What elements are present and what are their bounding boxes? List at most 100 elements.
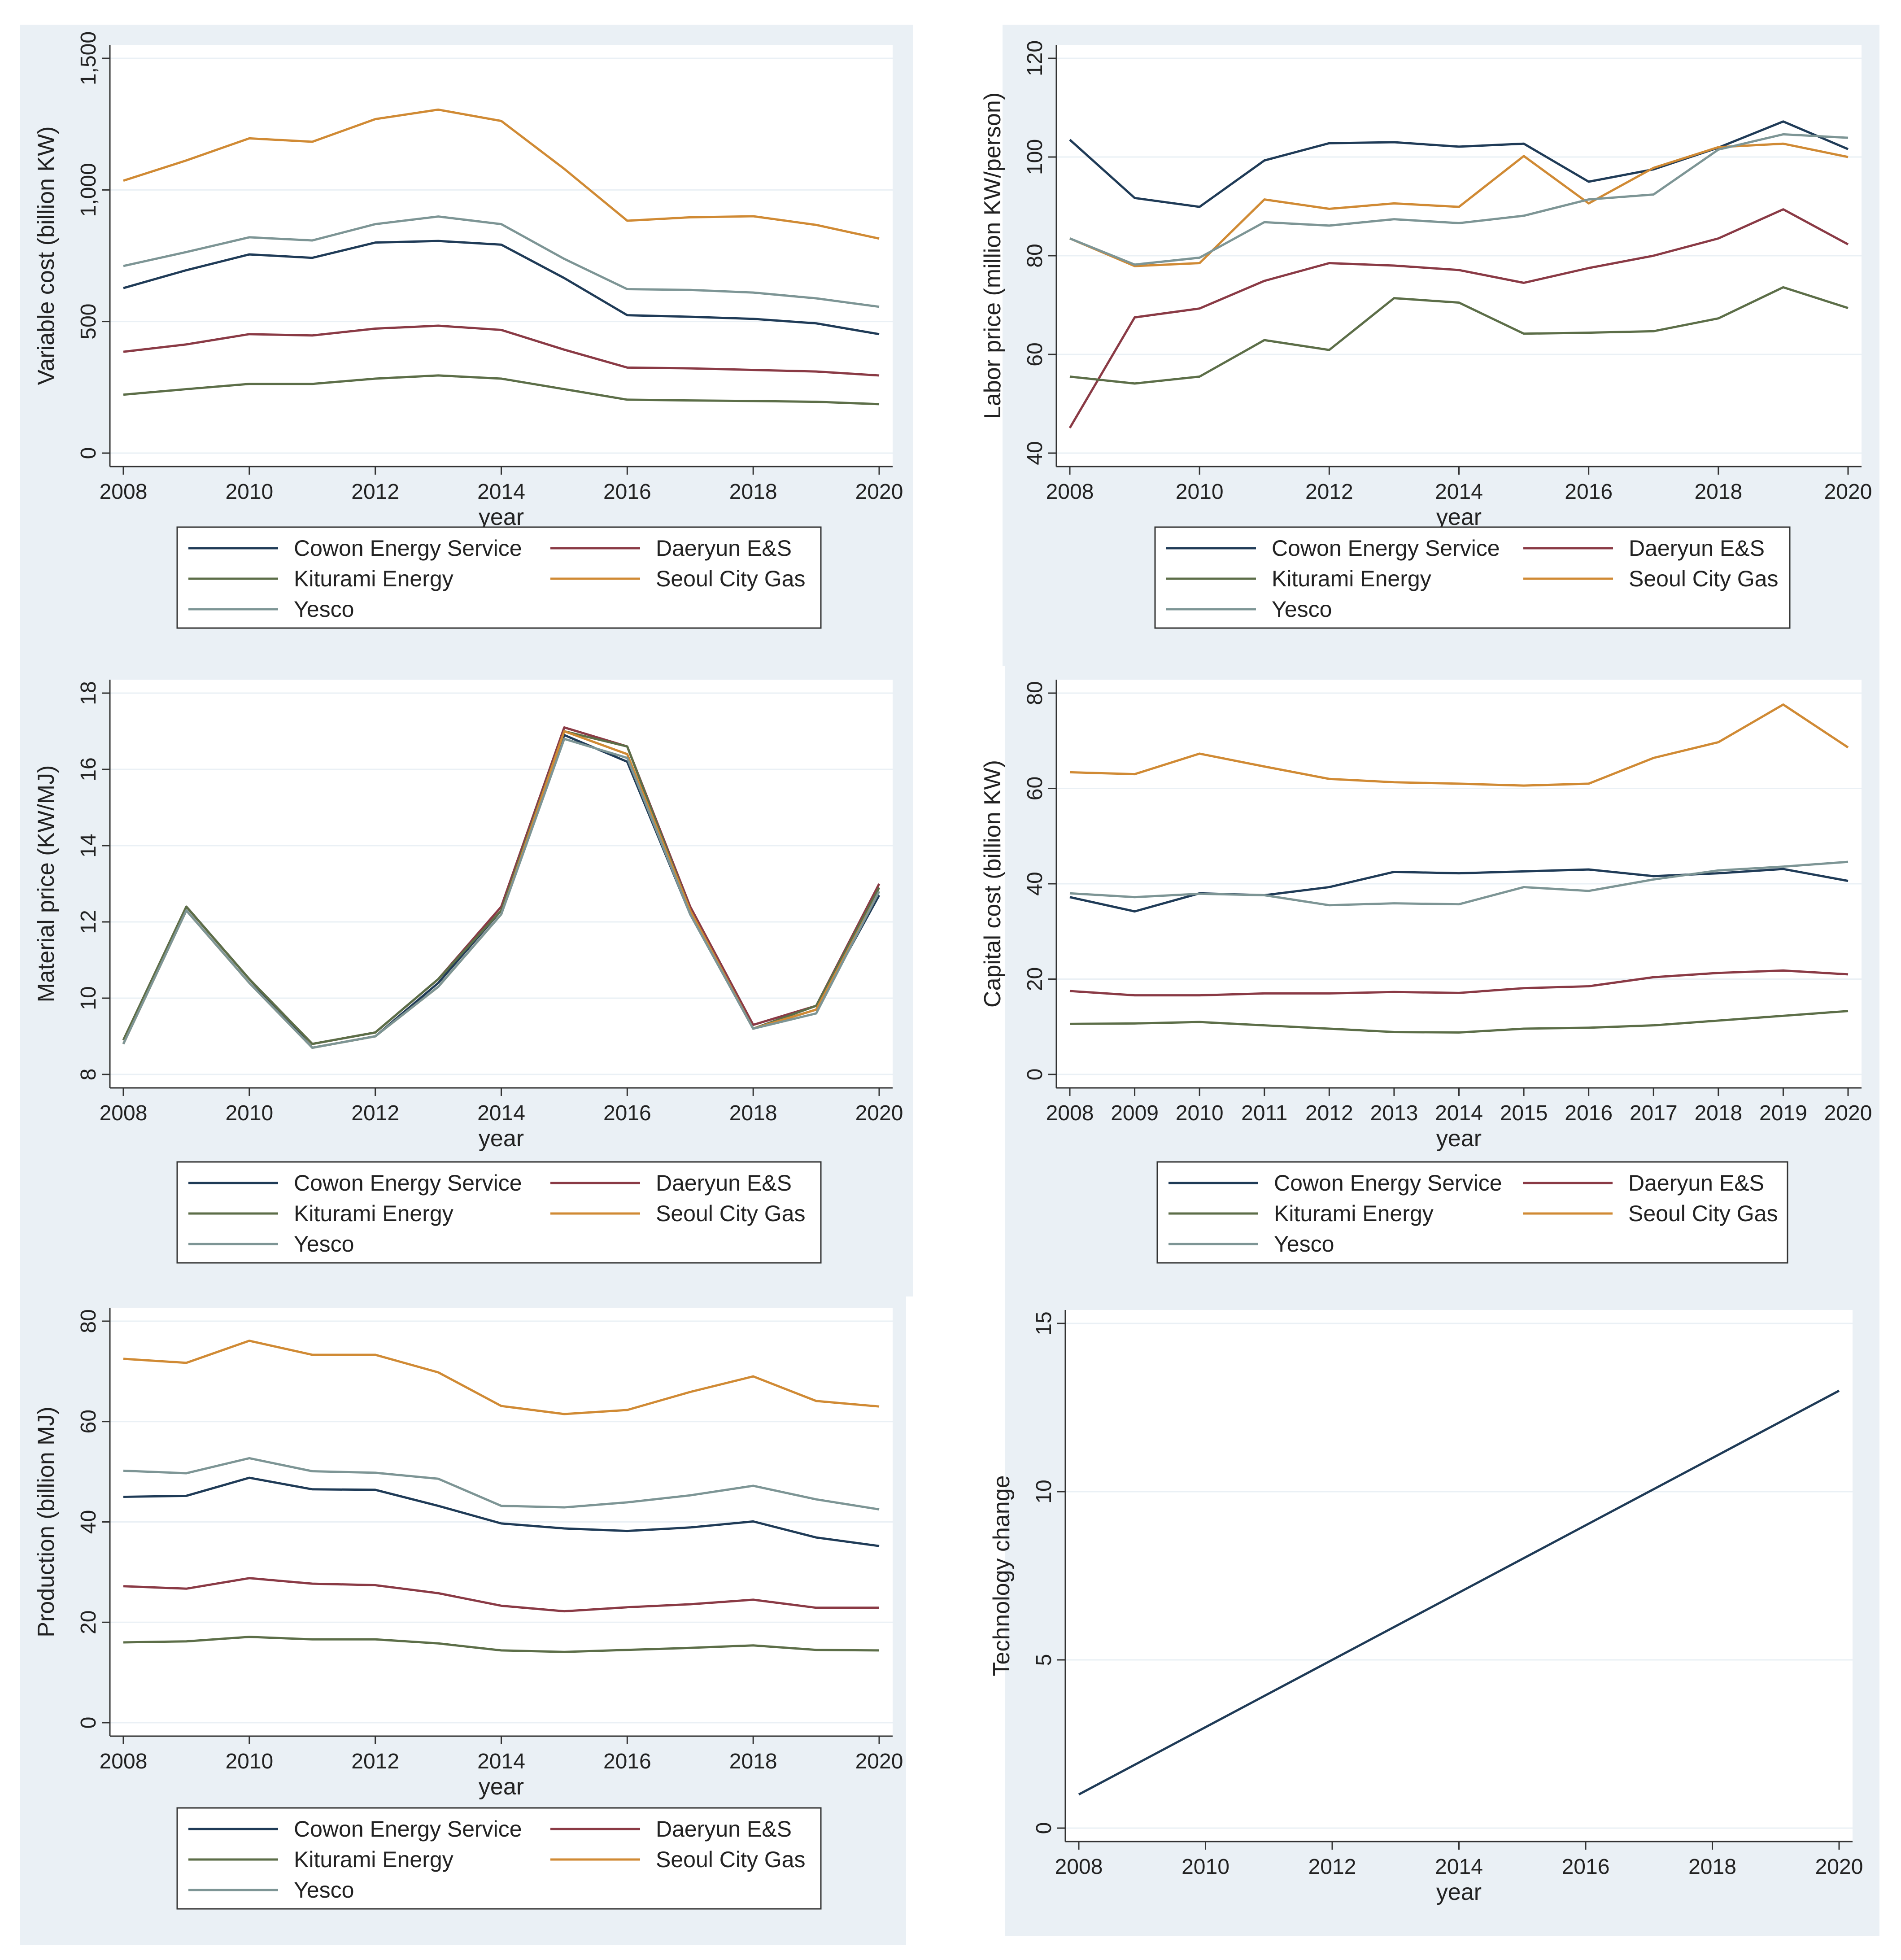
- legend-label: Kiturami Energy: [294, 1847, 453, 1872]
- x-tick-label: 2010: [225, 1750, 273, 1773]
- x-tick-label: 2010: [225, 480, 273, 504]
- legend-label: Seoul City Gas: [656, 1201, 805, 1226]
- x-tick-label: 2014: [1435, 1855, 1483, 1879]
- y-tick-label: 14: [77, 834, 100, 857]
- x-tick-label: 2014: [477, 480, 525, 504]
- x-tick-label: 2013: [1370, 1101, 1418, 1125]
- series-line-seoul-city-gas: [1069, 142, 1849, 267]
- x-tick-label: 2008: [100, 1750, 148, 1773]
- legend-label: Yesco: [1272, 597, 1332, 622]
- legend: Cowon Energy Service Daeryun E&S Kiturami …: [1154, 526, 1791, 629]
- x-axis-label: year: [479, 1126, 524, 1152]
- x-tick-label: 2008: [1055, 1855, 1103, 1879]
- series-line-yesco: [123, 1457, 880, 1511]
- series-line-kiturami-energy: [123, 1636, 880, 1653]
- plot-area: [110, 680, 893, 1088]
- series-line-yesco: [1069, 133, 1849, 266]
- series-line-kiturami-energy: [1069, 1010, 1849, 1034]
- x-tick-label: 2015: [1500, 1101, 1548, 1125]
- x-tick-label: 2016: [603, 1750, 651, 1773]
- plot-area: [1065, 1310, 1853, 1842]
- chart-6: 0 5 10 15 2008 2010 2012 2014 2016 2018 2020 year Te…: [989, 1290, 1879, 1936]
- chart-4: 0 20 40 60 80 2008 2009 2010 2011 2012 2013 2014 201…: [980, 659, 1879, 1296]
- y-tick-label: 1,000: [77, 163, 100, 217]
- legend-box: [1156, 1161, 1788, 1264]
- x-tick-label: 2009: [1111, 1101, 1159, 1125]
- y-tick-label: 1,500: [77, 31, 100, 85]
- legend: Cowon Energy Service Daeryun E&S Kiturami …: [176, 1807, 822, 1910]
- x-tick-label: 2014: [477, 1750, 525, 1773]
- y-tick-label: 40: [77, 1510, 100, 1534]
- y-tick-label: 10: [77, 986, 100, 1010]
- legend-label: Cowon Energy Service: [294, 536, 522, 561]
- y-axis-label: Labor price (million KW/person): [980, 92, 1006, 419]
- y-axis-label: Production (billion MJ): [33, 1406, 59, 1637]
- legend-label: Seoul City Gas: [1628, 1201, 1778, 1226]
- series-line-kiturami-energy: [123, 374, 880, 406]
- legend-label: Daeryun E&S: [1628, 1170, 1764, 1196]
- series-line-kiturami-energy: [1069, 286, 1849, 385]
- y-tick-label: 60: [77, 1410, 100, 1433]
- x-axis-label: year: [1436, 1126, 1482, 1152]
- x-tick-label: 2020: [1815, 1855, 1863, 1879]
- x-tick-label: 2014: [477, 1101, 525, 1125]
- legend: Cowon Energy Service Daeryun E&S Kiturami …: [1156, 1161, 1788, 1264]
- legend-box: [1154, 526, 1791, 629]
- series-line-yesco: [123, 215, 880, 308]
- x-tick-label: 2010: [225, 1101, 273, 1125]
- legend-label: Cowon Energy Service: [1274, 1170, 1502, 1196]
- x-tick-label: 2012: [1305, 1101, 1353, 1125]
- x-tick-label: 2014: [1435, 1101, 1483, 1125]
- y-tick-label: 80: [1023, 681, 1047, 705]
- legend: Cowon Energy Service Daeryun E&S Kiturami …: [176, 1161, 822, 1264]
- x-tick-label: 2020: [855, 480, 903, 504]
- x-tick-label: 2018: [729, 1101, 777, 1125]
- series-line-cowon-energy-service: [123, 1476, 880, 1547]
- legend-label: Daeryun E&S: [656, 536, 792, 561]
- legend-label: Cowon Energy Service: [294, 1816, 522, 1842]
- legend-label: Kiturami Energy: [294, 1201, 453, 1226]
- x-tick-label: 2012: [1308, 1855, 1356, 1879]
- y-tick-label: 40: [1023, 872, 1047, 895]
- series-line-daeryun-e-s: [123, 1577, 879, 1613]
- chart-3: 8 10 12 14 16 18 2008 2010 2012 2014 2016 2018 2020 y…: [20, 659, 913, 1296]
- x-tick-label: 2016: [603, 1101, 651, 1125]
- y-axis-label: Variable cost (billion KW): [33, 126, 59, 385]
- y-tick-label: 120: [1023, 40, 1047, 76]
- x-tick-label: 2012: [1305, 480, 1353, 504]
- x-tick-label: 2010: [1176, 480, 1224, 504]
- x-tick-label: 2020: [1824, 1101, 1872, 1125]
- x-tick-label: 2011: [1241, 1101, 1287, 1125]
- chart-1: 0 500 1,000 1,500 2008 2010 2012 2014 2016 2018 20…: [20, 25, 913, 666]
- y-tick-label: 16: [77, 757, 100, 781]
- legend-label: Cowon Energy Service: [1272, 536, 1500, 561]
- series-line-seoul-city-gas: [123, 1340, 880, 1415]
- legend-label: Kiturami Energy: [294, 566, 453, 591]
- y-tick-label: 0: [1032, 1822, 1056, 1834]
- series-line-seoul-city-gas: [123, 108, 880, 240]
- x-tick-label: 2018: [729, 480, 777, 504]
- legend-label: Daeryun E&S: [1629, 536, 1765, 561]
- y-tick-label: 15: [1032, 1311, 1056, 1335]
- legend-label: Seoul City Gas: [656, 566, 805, 591]
- x-tick-label: 2012: [351, 1101, 399, 1125]
- y-tick-label: 0: [77, 1717, 100, 1729]
- x-tick-label: 2020: [855, 1101, 903, 1125]
- series-line-daeryun-e-s: [123, 324, 880, 377]
- series-line-technology-change: [1078, 1389, 1840, 1796]
- x-tick-label: 2012: [351, 480, 399, 504]
- y-tick-label: 5: [1032, 1654, 1056, 1666]
- legend-label: Seoul City Gas: [656, 1847, 805, 1872]
- legend-label: Daeryun E&S: [656, 1170, 792, 1196]
- legend-label: Daeryun E&S: [656, 1816, 792, 1842]
- y-axis-label: Material price (KW/MJ): [33, 765, 59, 1003]
- x-tick-label: 2008: [1046, 480, 1094, 504]
- x-tick-label: 2010: [1176, 1101, 1224, 1125]
- y-tick-label: 60: [1023, 342, 1047, 366]
- series-line-cowon-energy-service: [123, 240, 880, 336]
- x-tick-label: 2010: [1182, 1855, 1230, 1879]
- x-tick-label: 2019: [1759, 1101, 1807, 1125]
- y-tick-label: 100: [1023, 139, 1047, 175]
- legend-label: Yesco: [294, 1231, 354, 1257]
